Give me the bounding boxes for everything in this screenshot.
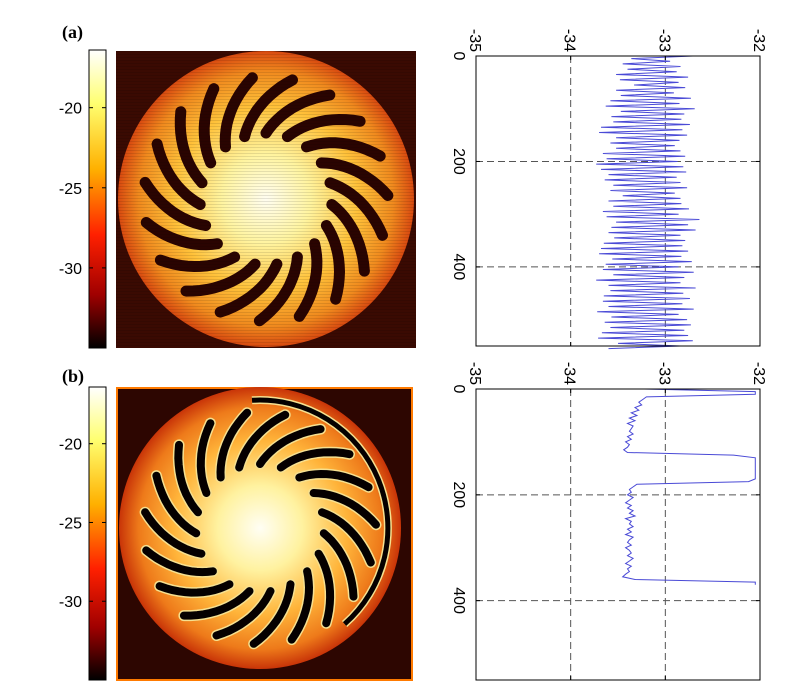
blade <box>141 508 206 558</box>
x-tick-label: -35 <box>466 362 483 385</box>
colorbar-a-ticks: -20 -25 -30 <box>59 101 106 278</box>
blade <box>142 546 217 577</box>
heatmap-image-a <box>116 51 416 348</box>
x-tick-label: -34 <box>561 29 578 52</box>
line-plot-b: -35 -34 -33 -32 0 200 400 <box>450 362 767 681</box>
y-tick-label: 0 <box>450 385 467 394</box>
image-a-scanlines <box>116 51 416 348</box>
y-tick-label: 400 <box>450 254 467 281</box>
line-plot-a: -35 -34 -33 -32 0 200 400 <box>450 29 767 350</box>
colorbar-b-ticks: -20 -25 -30 <box>59 437 106 611</box>
x-tick-label: -32 <box>750 362 767 385</box>
blade <box>314 549 335 628</box>
colorbar-tick-label: -25 <box>59 181 82 198</box>
plot-a-ticks: -35 -34 -33 -32 0 200 400 <box>450 29 767 346</box>
blade <box>249 580 295 648</box>
panel-label-b: (b) <box>62 366 84 387</box>
image-b-blades <box>139 407 382 650</box>
blade <box>179 587 254 620</box>
plot-b-ticks: -35 -34 -33 -32 0 200 400 <box>450 362 767 680</box>
blade <box>216 408 252 482</box>
blade <box>212 587 275 640</box>
colorbar-tick-label: -30 <box>59 594 82 611</box>
blade <box>174 440 202 517</box>
blade <box>235 410 290 472</box>
colorbar-tick-label: -25 <box>59 515 82 532</box>
plot-b-series-line <box>621 388 756 585</box>
x-tick-label: -35 <box>466 29 483 52</box>
colorbar-tick-label: -20 <box>59 437 82 454</box>
blade <box>295 469 373 492</box>
blade <box>155 580 234 597</box>
heatmap-image-b <box>116 387 413 681</box>
colorbar-b-gradient <box>88 386 107 681</box>
blade <box>152 471 201 538</box>
colorbar-a: -20 -25 -30 <box>59 49 107 349</box>
plot-b-grid <box>476 389 760 680</box>
panel-label-a: (a) <box>62 22 83 43</box>
y-tick-label: 0 <box>450 52 467 61</box>
x-tick-label: -33 <box>655 362 672 385</box>
colorbar-tick-label: -20 <box>59 101 82 118</box>
blade <box>309 489 380 529</box>
x-tick-label: -33 <box>655 29 672 52</box>
blade <box>318 508 375 567</box>
blade <box>256 425 325 468</box>
plot-b-background <box>476 389 760 680</box>
y-tick-label: 400 <box>450 587 467 614</box>
blade <box>319 529 358 601</box>
colorbar-a-gradient <box>88 49 107 349</box>
blade <box>276 448 354 472</box>
plot-b-frame <box>475 388 761 681</box>
colorbar-b: -20 -25 -30 <box>59 386 107 681</box>
colorbar-tick-label: -30 <box>59 261 82 278</box>
y-tick-label: 200 <box>450 148 467 175</box>
image-b-arc <box>251 397 391 626</box>
x-tick-label: -32 <box>750 29 767 52</box>
y-tick-label: 200 <box>450 481 467 508</box>
plot-a-series-line <box>596 55 700 350</box>
x-tick-label: -34 <box>561 362 578 385</box>
blade <box>196 419 215 497</box>
plot-a-frame <box>475 55 761 347</box>
blade <box>287 567 314 644</box>
